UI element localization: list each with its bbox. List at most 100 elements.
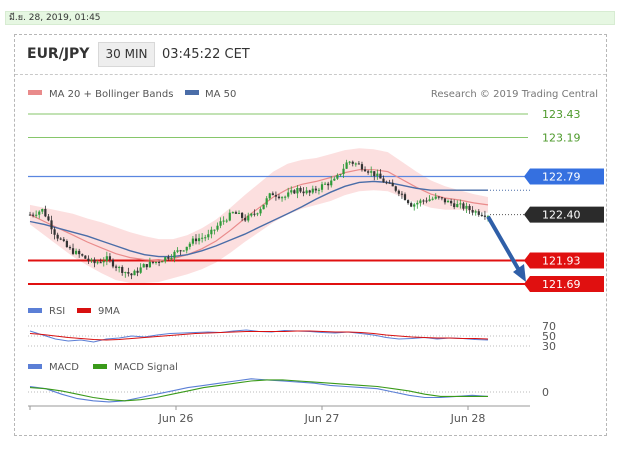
candle-body bbox=[259, 209, 262, 214]
candle-body bbox=[179, 250, 182, 252]
resistance-tag bbox=[524, 168, 604, 185]
candle-body bbox=[38, 211, 41, 215]
candle-body bbox=[400, 193, 404, 195]
timeframe-badge[interactable]: 30 MIN bbox=[98, 42, 155, 67]
candle-body bbox=[231, 212, 234, 214]
candle-body bbox=[250, 213, 253, 216]
candle-body bbox=[425, 200, 428, 202]
candle-body bbox=[320, 184, 324, 190]
candle-body bbox=[78, 250, 81, 255]
candle-body bbox=[197, 238, 201, 242]
macd-tick-0: 0 bbox=[542, 386, 549, 399]
candle-body bbox=[164, 257, 167, 262]
candle-body bbox=[308, 190, 311, 193]
candle-body bbox=[44, 208, 47, 217]
candle-body bbox=[373, 171, 376, 177]
candle-body bbox=[148, 261, 151, 268]
candle-body bbox=[453, 203, 456, 208]
candle-body bbox=[210, 229, 213, 235]
candle-body bbox=[434, 196, 437, 199]
candles bbox=[28, 159, 490, 280]
support-tag-121.69 bbox=[524, 276, 604, 292]
macd-signal-line bbox=[29, 379, 488, 402]
date-bar: มี.ย. 28, 2019, 01:45 bbox=[5, 11, 615, 25]
time-tick-label: Jun 28 bbox=[450, 412, 486, 425]
candle-body bbox=[228, 212, 231, 221]
candle-body bbox=[185, 246, 188, 251]
candle-body bbox=[363, 169, 367, 172]
candle-body bbox=[354, 163, 357, 165]
candle-body bbox=[323, 183, 327, 185]
candle-body bbox=[207, 234, 210, 238]
candle-body bbox=[71, 248, 75, 254]
candle-body bbox=[314, 188, 317, 191]
time-label: 03:45:22 CET bbox=[162, 47, 250, 62]
candle-body bbox=[145, 264, 148, 268]
resistance-label: 122.79 bbox=[542, 171, 581, 184]
candle-body bbox=[348, 161, 351, 163]
candle-body bbox=[216, 225, 219, 230]
candle-body bbox=[305, 190, 308, 194]
candle-body bbox=[87, 258, 90, 261]
candle-body bbox=[391, 182, 394, 187]
candle-body bbox=[327, 183, 330, 186]
candle-body bbox=[237, 212, 241, 214]
candle-body bbox=[336, 175, 339, 179]
candle-body bbox=[65, 240, 68, 248]
time-tick-label: Jun 27 bbox=[304, 412, 340, 425]
candle-body bbox=[471, 210, 474, 213]
forecast-arrow-head bbox=[513, 264, 526, 282]
candle-body bbox=[388, 182, 391, 184]
candle-body bbox=[50, 220, 53, 230]
macd-signal-legend-label: MACD Signal bbox=[114, 362, 178, 373]
candle-body bbox=[167, 257, 170, 259]
candle-body bbox=[182, 250, 185, 252]
candle-body bbox=[422, 200, 425, 202]
candle-body bbox=[191, 238, 195, 244]
candle-body bbox=[317, 189, 321, 191]
candle-body bbox=[284, 196, 287, 198]
candle-body bbox=[394, 186, 397, 191]
rsi-tick-70: 70 bbox=[542, 320, 556, 333]
rsi-tick-50: 50 bbox=[542, 330, 556, 343]
candle-body bbox=[161, 261, 164, 263]
candle-body bbox=[133, 270, 136, 276]
candle-body bbox=[240, 212, 244, 218]
candle-body bbox=[379, 173, 382, 179]
candle-body bbox=[96, 262, 99, 264]
candle-body bbox=[330, 180, 333, 186]
candle-body bbox=[360, 164, 364, 170]
candle-body bbox=[111, 259, 115, 267]
candle-body bbox=[151, 261, 155, 263]
candle-body bbox=[456, 204, 459, 208]
candle-body bbox=[443, 198, 447, 203]
candle-body bbox=[41, 208, 44, 212]
candle-body bbox=[102, 260, 105, 263]
candle-body bbox=[345, 162, 348, 169]
target-label-123.43: 123.43 bbox=[542, 108, 581, 121]
rsi-legend-swatch bbox=[28, 308, 42, 313]
candle-body bbox=[31, 214, 35, 216]
candle-body bbox=[367, 171, 370, 173]
macd-legend-label: MACD bbox=[49, 362, 79, 373]
candle-body bbox=[127, 272, 130, 274]
candle-body bbox=[93, 259, 96, 264]
candle-body bbox=[176, 250, 179, 252]
rsi-ma-legend-label: 9MA bbox=[98, 306, 120, 317]
candle-body bbox=[351, 161, 354, 164]
ma20-legend-label: MA 20 + Bollinger Bands bbox=[49, 89, 173, 100]
candle-body bbox=[124, 272, 127, 274]
candle-body bbox=[397, 190, 400, 194]
rsi-ma-legend-swatch bbox=[77, 308, 91, 313]
ma50-line bbox=[29, 180, 488, 258]
candle-body bbox=[382, 178, 385, 183]
candle-body bbox=[35, 214, 38, 216]
candle-body bbox=[56, 234, 59, 239]
date-text: มี.ย. 28, 2019, 01:45 bbox=[9, 13, 101, 23]
time-tick-label: Jun 26 bbox=[158, 412, 194, 425]
candle-body bbox=[154, 261, 158, 263]
candle-body bbox=[28, 214, 32, 216]
candle-body bbox=[410, 203, 413, 207]
candle-body bbox=[268, 193, 271, 199]
